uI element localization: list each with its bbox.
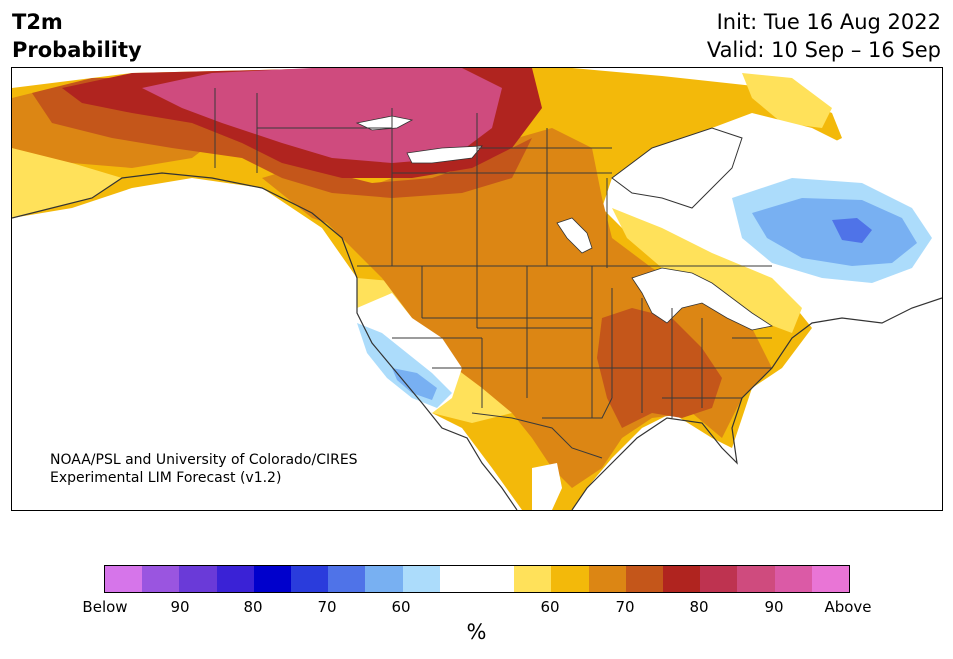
shade-above-55-west bbox=[12, 148, 122, 218]
tick-label: 80 bbox=[243, 598, 263, 616]
probability-map: NOAA/PSL and University of Colorado/CIRE… bbox=[12, 68, 942, 510]
valid-dates: Valid: 10 Sep – 16 Sep bbox=[706, 38, 941, 62]
coastline bbox=[12, 172, 942, 510]
title-variable: T2m bbox=[12, 10, 63, 34]
colorbar-segment bbox=[811, 566, 850, 592]
credit-line-2: Experimental LIM Forecast (v1.2) bbox=[50, 470, 281, 486]
colorbar-segment bbox=[142, 566, 180, 592]
shade-above-55-greatlakes bbox=[612, 208, 802, 333]
tick-label: 60 bbox=[391, 598, 411, 616]
credit-line-1: NOAA/PSL and University of Colorado/CIRE… bbox=[50, 452, 358, 468]
colorbar-segment bbox=[253, 566, 292, 592]
colorbar-segment bbox=[216, 566, 254, 592]
forecast-dates: Init: Tue 16 Aug 2022 Valid: 10 Sep – 16… bbox=[707, 8, 941, 64]
colorbar-segment bbox=[402, 566, 440, 592]
shade-below-60-california bbox=[392, 368, 437, 400]
great-bear-lake bbox=[406, 145, 483, 164]
great-slave-lake bbox=[355, 115, 414, 131]
shade-above-90-canada bbox=[142, 68, 502, 163]
great-lakes bbox=[631, 267, 774, 331]
colorbar-segment bbox=[514, 566, 552, 592]
title-quantity: Probability bbox=[12, 38, 142, 62]
shade-above-55-labrador bbox=[742, 73, 832, 128]
colorbar-unit: % bbox=[466, 620, 487, 644]
colorbar-segment bbox=[291, 566, 329, 592]
colorbar-segment bbox=[179, 566, 217, 592]
colorbar-segment bbox=[365, 566, 403, 592]
tick-label: 60 bbox=[540, 598, 560, 616]
colorbar-segment bbox=[551, 566, 589, 592]
colorbar-segment bbox=[439, 566, 515, 592]
political-boundaries bbox=[214, 88, 772, 459]
map-credit: NOAA/PSL and University of Colorado/CIRE… bbox=[50, 452, 358, 486]
map-panel: NOAA/PSL and University of Colorado/CIRE… bbox=[11, 67, 943, 511]
map-title: T2m Probability bbox=[12, 8, 142, 64]
tick-label: 70 bbox=[317, 598, 337, 616]
colorbar-segment bbox=[700, 566, 738, 592]
tick-label: 90 bbox=[170, 598, 190, 616]
tick-label: 70 bbox=[615, 598, 635, 616]
colorbar-ticks: Below 90 80 70 60 60 70 80 90 Above bbox=[0, 598, 953, 618]
colorbar-segment bbox=[774, 566, 812, 592]
colorbar bbox=[104, 565, 850, 593]
tick-label: Below bbox=[82, 598, 128, 616]
hudson-bay bbox=[611, 127, 743, 209]
tick-label: Above bbox=[824, 598, 872, 616]
shade-below-60-northeast bbox=[752, 198, 917, 266]
neutral-mexico bbox=[532, 463, 562, 510]
colorbar-segment bbox=[105, 566, 143, 592]
lake-winnipeg bbox=[556, 217, 593, 254]
init-date: Init: Tue 16 Aug 2022 bbox=[716, 10, 941, 34]
colorbar-segment bbox=[663, 566, 701, 592]
shade-below-70-quebec bbox=[832, 218, 872, 243]
colorbar-segment bbox=[737, 566, 775, 592]
colorbar-segment bbox=[588, 566, 626, 592]
tick-label: 80 bbox=[689, 598, 709, 616]
colorbar-segment bbox=[328, 566, 366, 592]
colorbar-segment bbox=[625, 566, 664, 592]
tick-label: 90 bbox=[764, 598, 784, 616]
